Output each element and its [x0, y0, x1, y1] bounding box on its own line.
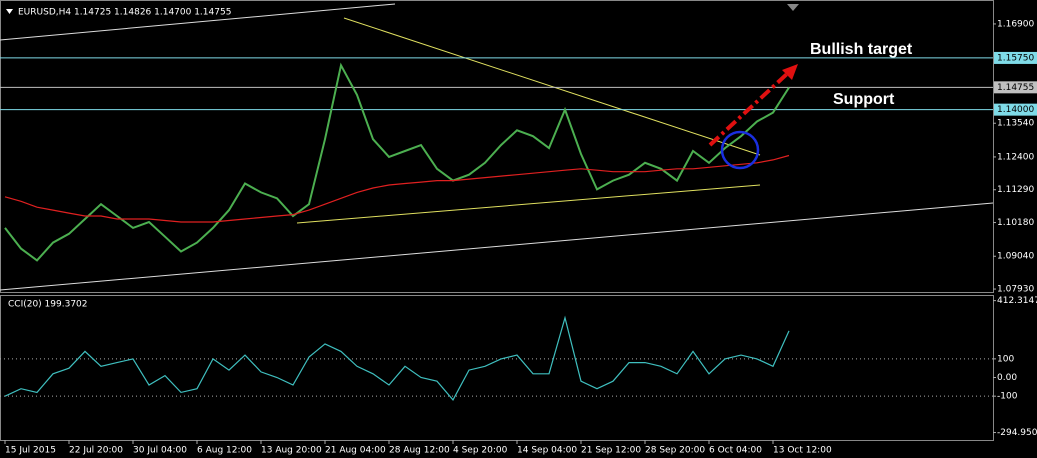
level-label-box [994, 103, 1037, 116]
x-tick-label: 14 Sep 04:00 [517, 446, 577, 456]
cci-frame [0, 295, 994, 441]
triangle-lower-line [296, 184, 761, 224]
x-tick-label: 28 Sep 20:00 [645, 446, 705, 456]
x-tick-label: 15 Jul 2015 [5, 446, 56, 456]
target-arrow [708, 71, 790, 147]
x-tick-label: 21 Sep 12:00 [581, 446, 641, 456]
x-tick-label: 21 Aug 04:00 [325, 446, 386, 456]
x-tick-label: 6 Aug 12:00 [197, 446, 252, 456]
y-tick-label: 0.00 [997, 373, 1017, 383]
lower-channel-line [0, 202, 994, 291]
cci-header: CCI(20) 199.3702 [8, 300, 88, 310]
level-label-box [994, 51, 1037, 64]
breakout-circle [720, 130, 760, 170]
series-line [4, 62, 790, 262]
level-label-box [994, 81, 1037, 94]
price-frame [0, 0, 994, 293]
x-tick-label: 22 Jul 20:00 [69, 446, 123, 456]
price-header: EURUSD,H4 1.14725 1.14826 1.14700 1.1475… [18, 8, 231, 18]
x-tick-label: 4 Sep 20:00 [453, 446, 508, 456]
y-tick-label: 412.3147 [997, 296, 1037, 306]
level-label: 1.15750 [997, 53, 1034, 63]
y-tick-label: 1.10180 [997, 218, 1034, 228]
y-tick-label: 1.16900 [997, 19, 1034, 29]
y-tick-label: 1.12400 [997, 152, 1034, 162]
level-label: 1.14755 [997, 83, 1034, 93]
y-tick-label: 1.07930 [997, 285, 1034, 295]
y-tick-label: 1.11290 [997, 185, 1034, 195]
shift-marker [787, 4, 799, 11]
y-tick-label: 1.09040 [997, 252, 1034, 262]
x-tick-label: 13 Aug 20:00 [261, 446, 322, 456]
upper-channel-line [0, 3, 396, 41]
series-line [4, 315, 790, 401]
level-label: 1.14000 [997, 105, 1034, 115]
target-arrow-head [782, 64, 798, 80]
x-tick-label: 28 Aug 12:00 [389, 446, 450, 456]
y-tick-label: -100 [997, 392, 1018, 402]
annotation: Support [833, 91, 895, 108]
annotation: Bullish target [810, 41, 913, 58]
series-line [4, 154, 790, 223]
y-tick-label: 1.13540 [997, 119, 1034, 129]
menu-arrow [6, 9, 13, 14]
y-tick-label: -294.9506 [997, 428, 1037, 438]
triangle-upper-line [343, 17, 761, 156]
x-tick-label: 30 Jul 04:00 [133, 446, 187, 456]
x-tick-label: 13 Oct 12:00 [773, 446, 832, 456]
x-tick-label: 6 Oct 04:00 [709, 446, 762, 456]
y-tick-label: 100 [997, 354, 1014, 364]
